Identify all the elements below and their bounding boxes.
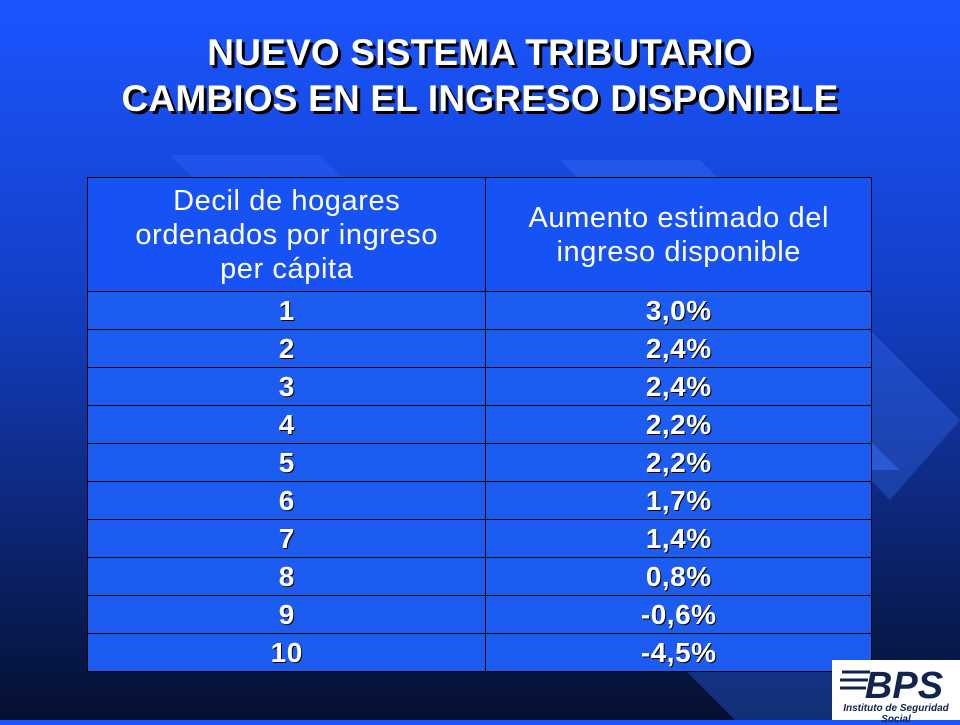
- decile-cell: 1: [86, 291, 487, 330]
- table-row: 6 1,7%: [86, 481, 872, 520]
- header-decile-line: per cápita: [220, 252, 354, 285]
- decile-cell: 3: [86, 367, 487, 406]
- header-increase-line: Aumento estimado del: [528, 201, 830, 234]
- increase-cell: 0,8%: [485, 557, 872, 596]
- increase-cell: 2,2%: [485, 443, 872, 482]
- table-row: 2 2,4%: [86, 329, 872, 368]
- decile-cell: 5: [86, 443, 487, 482]
- decile-cell: 2: [86, 329, 487, 368]
- header-increase-line: ingreso disponible: [556, 235, 802, 268]
- increase-cell: 2,2%: [485, 405, 872, 444]
- header-increase: Aumento estimado del ingreso disponible: [485, 177, 872, 292]
- increase-cell: 1,7%: [485, 481, 872, 520]
- table-row: 4 2,2%: [86, 405, 872, 444]
- decile-cell: 9: [86, 595, 487, 634]
- table-row: 10 -4,5%: [86, 633, 872, 672]
- decile-cell: 10: [86, 633, 487, 672]
- table-header-row: Decil de hogares ordenados por ingreso p…: [86, 177, 872, 292]
- header-decile-line: ordenados por ingreso: [135, 218, 439, 251]
- increase-cell: 1,4%: [485, 519, 872, 558]
- increase-cell: 3,0%: [485, 291, 872, 330]
- table-row: 1 3,0%: [86, 291, 872, 330]
- table-row: 8 0,8%: [86, 557, 872, 596]
- table-row: 5 2,2%: [86, 443, 872, 482]
- increase-cell: -4,5%: [485, 633, 872, 672]
- table-row: 3 2,4%: [86, 367, 872, 406]
- header-decile-line: Decil de hogares: [173, 184, 401, 217]
- header-decile: Decil de hogares ordenados por ingreso p…: [86, 177, 487, 292]
- table-row: 7 1,4%: [86, 519, 872, 558]
- title-line-2: CAMBIOS EN EL INGRESO DISPONIBLE: [121, 78, 839, 119]
- title-line-1: NUEVO SISTEMA TRIBUTARIO: [207, 32, 753, 73]
- table-row: 9 -0,6%: [86, 595, 872, 634]
- slide-title: NUEVO SISTEMA TRIBUTARIO CAMBIOS EN EL I…: [0, 30, 960, 122]
- bps-logo-text: BPS: [865, 665, 943, 702]
- increase-cell: -0,6%: [485, 595, 872, 634]
- decile-cell: 6: [86, 481, 487, 520]
- income-table: Decil de hogares ordenados por ingreso p…: [86, 177, 872, 672]
- bps-logo-caption: Instituto de Seguridad Social: [843, 703, 949, 725]
- bps-logo-mark: BPS: [840, 665, 943, 702]
- increase-cell: 2,4%: [485, 329, 872, 368]
- decile-cell: 8: [86, 557, 487, 596]
- decile-cell: 4: [86, 405, 487, 444]
- increase-cell: 2,4%: [485, 367, 872, 406]
- decile-cell: 7: [86, 519, 487, 558]
- bps-logo: BPS Instituto de Seguridad Social: [832, 660, 960, 725]
